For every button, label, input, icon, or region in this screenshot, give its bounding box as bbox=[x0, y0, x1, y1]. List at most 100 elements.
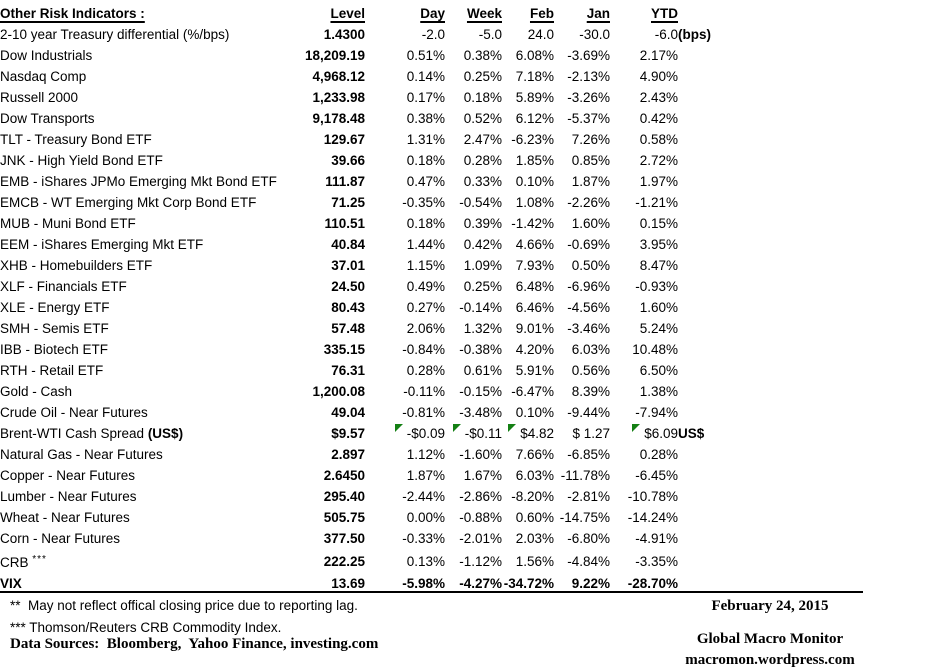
table-row: Lumber - Near Futures 295.40 -2.44% -2.86% -… bbox=[0, 486, 935, 507]
ytd-cell: 2.43% bbox=[639, 90, 678, 105]
day-cell: 0.47% bbox=[406, 174, 445, 189]
ytd-cell: -4.91% bbox=[635, 531, 678, 546]
level-cell: 13.69 bbox=[331, 576, 365, 591]
level-cell: 18,209.19 bbox=[304, 48, 365, 63]
week-cell: -0.14% bbox=[459, 300, 502, 315]
table-row: VIX 13.69 -5.98% -4.27% -34.72% 9.22% -28.70% bbox=[0, 573, 935, 594]
day-cell: -2.0 bbox=[421, 27, 445, 42]
level-cell: 111.87 bbox=[325, 174, 365, 189]
row-suffix bbox=[678, 507, 935, 528]
jan-cell: -2.81% bbox=[567, 489, 610, 504]
table-row: Natural Gas - Near Futures 2.897 1.12% -1.6… bbox=[0, 444, 935, 465]
column-header-ytd: YTD bbox=[651, 5, 678, 21]
row-suffix bbox=[678, 381, 935, 402]
week-cell: -2.86% bbox=[459, 489, 502, 504]
week-cell: 0.61% bbox=[463, 363, 502, 378]
jan-cell: -0.69% bbox=[567, 237, 610, 252]
feb-cell: 1.08% bbox=[515, 195, 554, 210]
row-suffix bbox=[678, 87, 935, 108]
table-row: JNK - High Yield Bond ETF 39.66 0.18% 0.28%… bbox=[0, 150, 935, 171]
jan-cell: -5.37% bbox=[567, 111, 610, 126]
table-row: Corn - Near Futures 377.50 -0.33% -2.01% 2.0… bbox=[0, 528, 935, 549]
table-bottom-rule bbox=[0, 591, 863, 593]
row-suffix bbox=[678, 486, 935, 507]
row-suffix bbox=[678, 402, 935, 423]
feb-cell: 7.18% bbox=[515, 69, 554, 84]
table-row: 2-10 year Treasury differential (%/bps) 1… bbox=[0, 24, 935, 45]
ytd-cell: 0.15% bbox=[639, 216, 678, 231]
row-label: Dow Transports bbox=[0, 111, 95, 126]
ytd-cell: 2.17% bbox=[639, 48, 678, 63]
column-header-week: Week bbox=[466, 5, 502, 21]
jan-cell: -6.80% bbox=[567, 531, 610, 546]
week-cell: 1.09% bbox=[463, 258, 502, 273]
row-label: Wheat - Near Futures bbox=[0, 510, 130, 525]
table-row: Copper - Near Futures 2.6450 1.87% 1.67% 6.0… bbox=[0, 465, 935, 486]
day-cell: -5.98% bbox=[402, 576, 445, 591]
jan-cell: -9.44% bbox=[567, 405, 610, 420]
table-row: EMCB - WT Emerging Mkt Corp Bond ETF 71.2… bbox=[0, 192, 935, 213]
row-label: SMH - Semis ETF bbox=[0, 321, 109, 336]
feb-cell: 6.03% bbox=[515, 468, 554, 483]
jan-cell: 8.39% bbox=[571, 384, 610, 399]
level-cell: $9.57 bbox=[331, 426, 365, 441]
jan-cell: -6.85% bbox=[567, 447, 610, 462]
week-cell: 0.39% bbox=[463, 216, 502, 231]
row-suffix: (bps) bbox=[678, 27, 711, 42]
row-label-bold-part: (US$) bbox=[147, 426, 184, 441]
row-label: Corn - Near Futures bbox=[0, 531, 121, 546]
day-cell: -2.44% bbox=[402, 489, 445, 504]
level-cell: 110.51 bbox=[324, 216, 365, 231]
row-suffix bbox=[678, 444, 935, 465]
row-suffix bbox=[678, 360, 935, 381]
row-label: CRB *** bbox=[0, 554, 47, 570]
week-cell: 0.28% bbox=[463, 153, 502, 168]
row-label: Copper - Near Futures bbox=[0, 468, 136, 483]
week-cell: -0.54% bbox=[459, 195, 502, 210]
brand-name: Global Macro Monitor bbox=[696, 631, 844, 647]
week-cell: -1.60% bbox=[459, 447, 502, 462]
row-suffix bbox=[678, 192, 935, 213]
feb-cell: -6.47% bbox=[511, 384, 554, 399]
table-row: CRB *** 222.25 0.13% -1.12% 1.56% -4.84% -3.35… bbox=[0, 549, 935, 573]
day-cell: 1.31% bbox=[406, 132, 445, 147]
column-header-day: Day bbox=[420, 5, 445, 21]
feb-cell: 6.12% bbox=[515, 111, 554, 126]
day-cell: -0.11% bbox=[403, 384, 445, 399]
level-cell: 2.6450 bbox=[323, 468, 365, 483]
jan-cell: -3.69% bbox=[567, 48, 610, 63]
level-cell: 57.48 bbox=[331, 321, 365, 336]
feb-cell: 2.03% bbox=[515, 531, 554, 546]
ytd-cell: 5.24% bbox=[639, 321, 678, 336]
day-cell: 0.14% bbox=[406, 69, 445, 84]
day-cell: 1.15% bbox=[406, 258, 445, 273]
ytd-cell: -14.24% bbox=[627, 510, 678, 525]
level-cell: 377.50 bbox=[323, 531, 365, 546]
row-suffix bbox=[678, 129, 935, 150]
week-cell: -4.27% bbox=[459, 576, 502, 591]
risk-indicators-table: Other Risk Indicators : Level Day Week F… bbox=[0, 2, 935, 594]
row-label: EMB - iShares JPMo Emerging Mkt Bond ETF bbox=[0, 174, 277, 189]
column-header-jan: Jan bbox=[586, 5, 610, 21]
feb-cell: -6.23% bbox=[511, 132, 554, 147]
week-cell: -2.01% bbox=[459, 531, 502, 546]
feb-cell: -1.42% bbox=[511, 216, 554, 231]
row-label: XLE - Energy ETF bbox=[0, 300, 110, 315]
column-header-spacer bbox=[678, 2, 935, 24]
ytd-cell: -10.78% bbox=[627, 489, 678, 504]
ytd-cell: 4.90% bbox=[639, 69, 678, 84]
table-row: TLT - Treasury Bond ETF 129.67 1.31% 2.47% -… bbox=[0, 129, 935, 150]
jan-cell: -2.13% bbox=[567, 69, 610, 84]
row-label: JNK - High Yield Bond ETF bbox=[0, 153, 163, 168]
header-row: Other Risk Indicators : Level Day Week F… bbox=[0, 2, 935, 24]
jan-cell: -4.84% bbox=[567, 553, 610, 569]
day-cell: 0.18% bbox=[406, 216, 445, 231]
level-cell: 24.50 bbox=[331, 279, 365, 294]
row-suffix bbox=[678, 339, 935, 360]
jan-cell: -3.26% bbox=[567, 90, 610, 105]
feb-cell: 7.93% bbox=[515, 258, 554, 273]
day-cell: 1.44% bbox=[406, 237, 445, 252]
row-label-superscript: *** bbox=[32, 554, 47, 565]
jan-cell: -11.78% bbox=[560, 468, 610, 483]
